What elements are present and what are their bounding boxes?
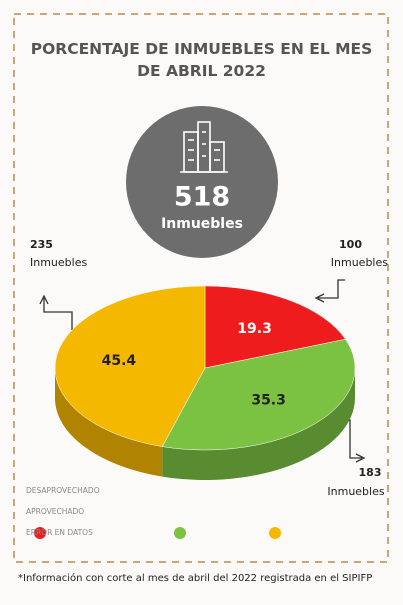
legend-swatch — [174, 527, 186, 539]
slice — [54, 285, 206, 447]
legend-label: APROVECHADO — [26, 507, 84, 516]
legend-swatch — [34, 527, 46, 539]
chart-title: PORCENTAJE DE INMUEBLES EN EL MES DE ABR… — [30, 40, 373, 80]
slice — [204, 285, 346, 369]
count-value: 235 — [30, 238, 53, 251]
count-unit: Inmuebles — [327, 485, 384, 498]
total-unit: Inmuebles — [161, 216, 243, 232]
data-label: 45.4 — [102, 353, 137, 369]
footnote: *Información con corte al mes de abril d… — [18, 573, 373, 584]
count-unit: Inmuebles — [331, 256, 388, 269]
count-unit: Inmuebles — [30, 256, 87, 269]
dashed-border — [13, 13, 389, 563]
data-label: 35.3 — [251, 392, 286, 408]
total-value: 518 — [174, 182, 230, 213]
slice-side — [55, 368, 163, 477]
legend-label: DESAPROVECHADO — [26, 486, 100, 495]
count-value: 100 — [339, 238, 362, 251]
building-icon — [180, 121, 228, 173]
data-label: 19.3 — [237, 321, 272, 337]
slice — [161, 338, 356, 451]
count-value: 183 — [359, 466, 382, 479]
legend-label: ERROR EN DATOS — [26, 528, 93, 537]
slice-side — [162, 368, 355, 480]
total-circle — [126, 106, 278, 258]
legend-swatch — [269, 527, 281, 539]
